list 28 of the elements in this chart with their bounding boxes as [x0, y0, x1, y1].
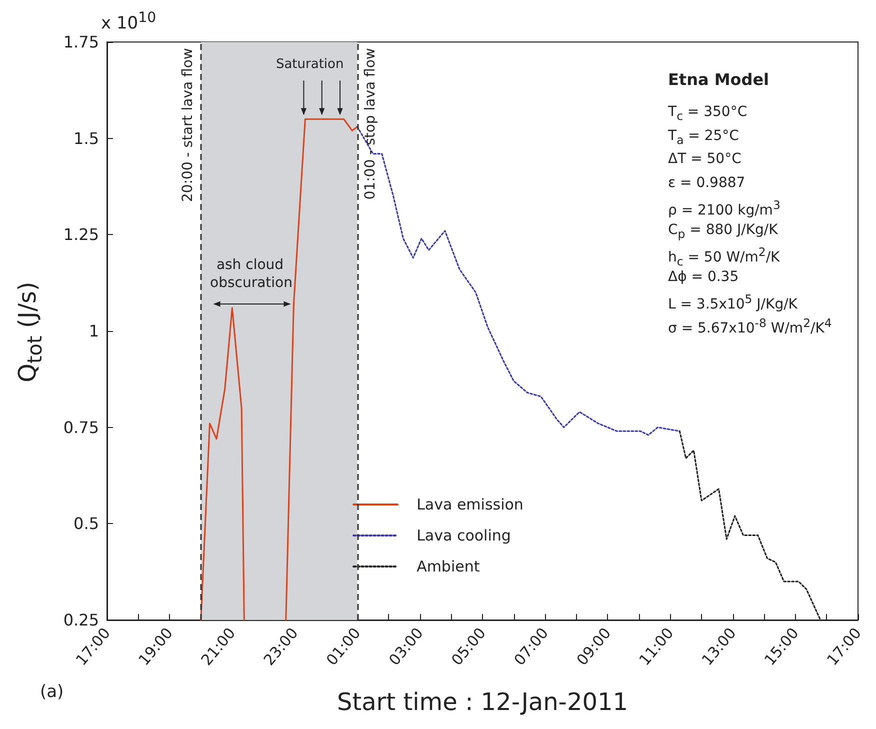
annotation: ρ = 2100 kg/m$^{3}$	[668, 198, 780, 219]
annotation: h$_{c}$ = 50 W/m$^{2}$/K	[668, 245, 780, 268]
annotation: Δϕ = 0.35	[668, 268, 739, 284]
y-tick-label: 0.25	[63, 610, 99, 630]
y-tick-label: 1.5	[74, 128, 99, 148]
annotation: C$_{p}$ = 880 J/Kg/K	[668, 222, 778, 240]
legend-label: Ambient	[416, 558, 480, 576]
annotation: Etna Model	[668, 70, 770, 89]
annotation: L = 3.5x10$^{5}$ J/Kg/K	[668, 292, 798, 313]
annotation: σ = 5.67x10$^{-8}$ W/m$^{2}$/K$^{4}$	[668, 316, 832, 336]
annotation: Saturation	[276, 57, 344, 72]
text: x 10$^{10}$	[101, 10, 156, 34]
y-tick-label: 1	[88, 322, 99, 340]
ref-line-label: 20:00 - start lava flow	[180, 48, 196, 202]
y-tick-label: 0.75	[63, 418, 99, 437]
legend-label: Lava cooling	[416, 526, 511, 544]
x-axis-title: Start time : 12-Jan-2011	[336, 688, 628, 716]
text: (a)	[40, 682, 64, 702]
y-tick-label: 1.25	[63, 225, 99, 244]
annotation: ash cloud obscuration	[210, 256, 292, 292]
legend-label: Lava emission	[416, 496, 524, 514]
y-tick-label: 1.75	[63, 32, 99, 52]
annotation: ΔT = 50°C	[668, 151, 742, 167]
annotation: ε = 0.9887	[668, 174, 746, 190]
y-tick-label: 0.5	[74, 514, 99, 534]
annotation: T$_{c}$ = 350°C	[668, 104, 748, 123]
ref-line-label: 01:00 - stop lava flow	[362, 48, 378, 200]
annotation: T$_{a}$ = 25°C	[668, 128, 739, 146]
